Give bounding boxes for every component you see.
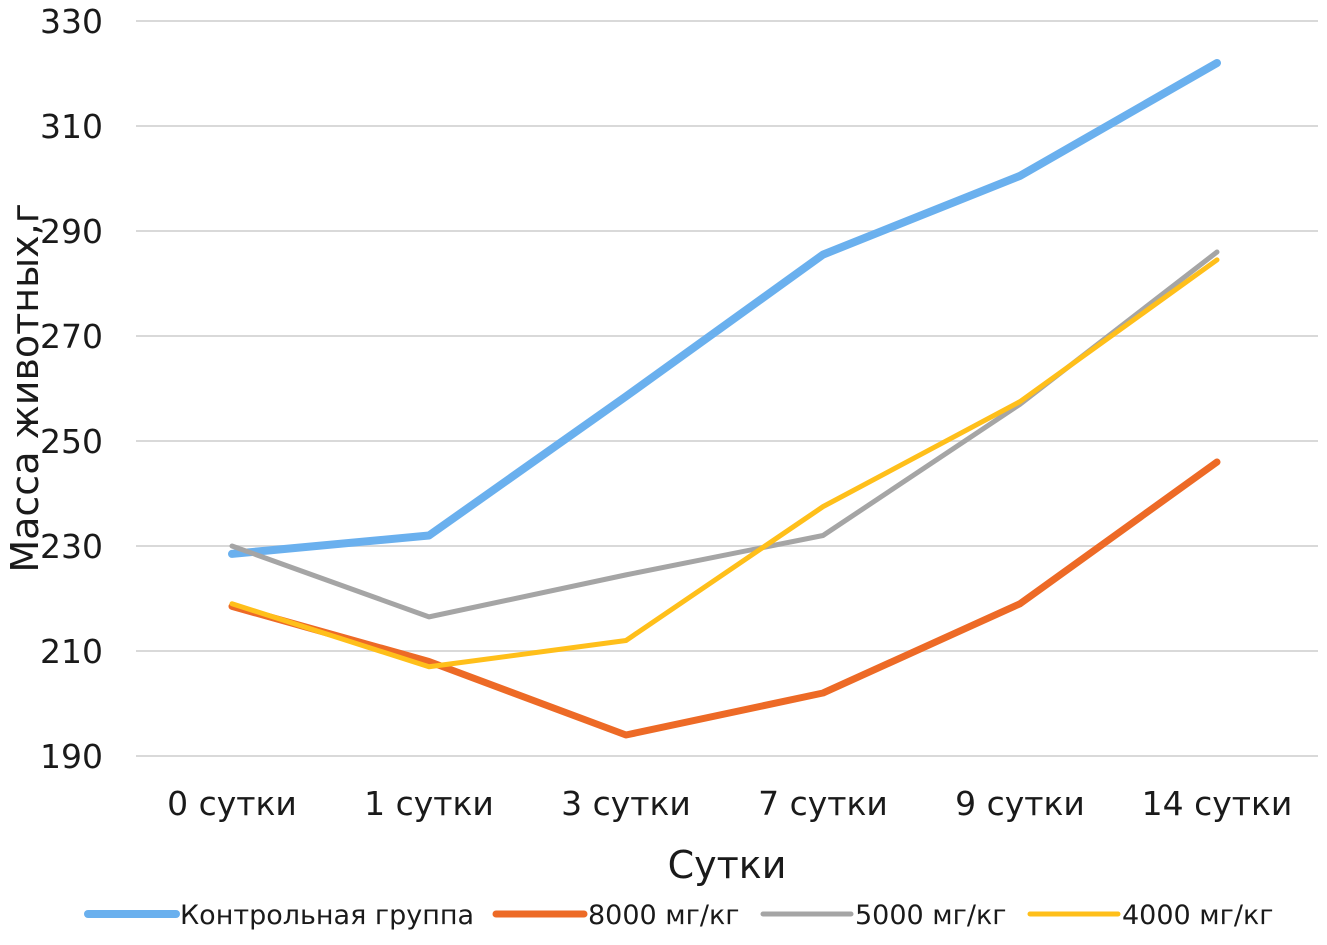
legend-item: 4000 мг/кг: [1027, 900, 1273, 931]
series-line: [229, 249, 1220, 620]
y-axis-ticks: 190 210 230 250 270 290 310 330: [40, 2, 103, 776]
y-tick-label: 210: [40, 632, 103, 671]
x-tick-label: 14 сутки: [1142, 784, 1293, 823]
x-axis-title: Сутки: [668, 843, 787, 887]
series-line: [228, 59, 1221, 558]
legend-item: 5000 мг/кг: [760, 900, 1006, 931]
series-line: [229, 257, 1220, 670]
legend-label: 4000 мг/кг: [1122, 900, 1273, 931]
y-tick-label: 190: [40, 737, 103, 776]
y-tick-label: 230: [40, 527, 103, 566]
x-tick-label: 9 сутки: [955, 784, 1085, 823]
y-tick-label: 330: [40, 2, 103, 41]
x-tick-label: 7 сутки: [758, 784, 888, 823]
gridlines: [136, 20, 1318, 757]
y-tick-label: 270: [40, 317, 103, 356]
legend-label: 5000 мг/кг: [855, 900, 1006, 931]
y-tick-label: 250: [40, 422, 103, 461]
x-tick-label: 1 сутки: [364, 784, 494, 823]
x-tick-label: 0 сутки: [167, 784, 297, 823]
legend-label: Контрольная группа: [180, 900, 474, 931]
legend-item: Контрольная группа: [84, 900, 474, 931]
x-tick-label: 3 сутки: [561, 784, 691, 823]
legend: Контрольная группа 8000 мг/кг 5000 мг/кг 40…: [84, 900, 1273, 931]
y-axis-title: Масса животных,г: [3, 203, 47, 572]
legend-item: 8000 мг/кг: [492, 900, 739, 931]
series-lines: [228, 59, 1221, 739]
x-axis-ticks: 0 сутки 1 сутки 3 сутки 7 сутки 9 сутки 14 су…: [167, 784, 1292, 823]
y-tick-label: 290: [40, 212, 103, 251]
legend-label: 8000 мг/кг: [588, 900, 739, 931]
y-tick-label: 310: [40, 107, 103, 146]
series-line: [228, 458, 1221, 739]
